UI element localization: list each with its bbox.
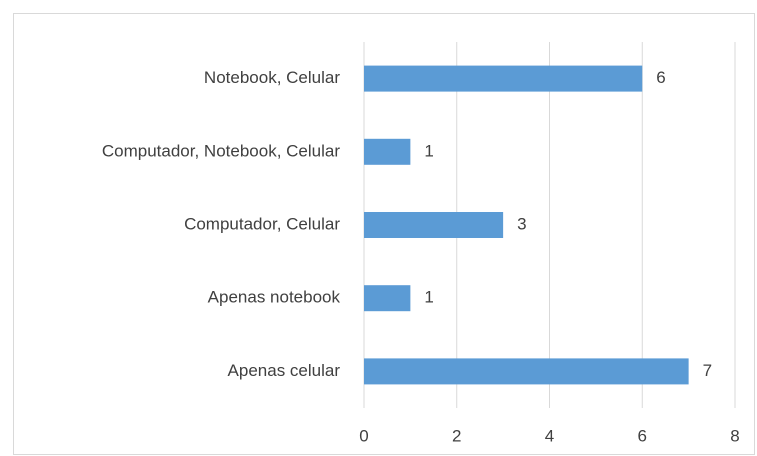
x-tick-label: 4 bbox=[545, 426, 554, 445]
data-label: 7 bbox=[703, 361, 712, 380]
bar bbox=[364, 138, 411, 165]
x-tick-label: 2 bbox=[452, 426, 461, 445]
y-tick-label: Notebook, Celular bbox=[204, 68, 340, 87]
bar bbox=[364, 212, 504, 238]
x-tick-label: 8 bbox=[730, 426, 739, 445]
y-tick-label: Apenas notebook bbox=[208, 288, 341, 307]
data-label: 1 bbox=[424, 141, 433, 160]
y-tick-label: Apenas celular bbox=[228, 361, 341, 380]
y-tick-label: Computador, Celular bbox=[184, 214, 340, 233]
data-label: 1 bbox=[424, 288, 433, 307]
data-label: 3 bbox=[517, 214, 526, 233]
bar bbox=[364, 65, 643, 92]
y-tick-label: Computador, Notebook, Celular bbox=[102, 141, 340, 160]
x-tick-label: 6 bbox=[638, 426, 647, 445]
bar bbox=[364, 358, 689, 385]
data-label: 6 bbox=[656, 68, 665, 87]
bar bbox=[364, 285, 411, 312]
x-tick-label: 0 bbox=[359, 426, 368, 445]
